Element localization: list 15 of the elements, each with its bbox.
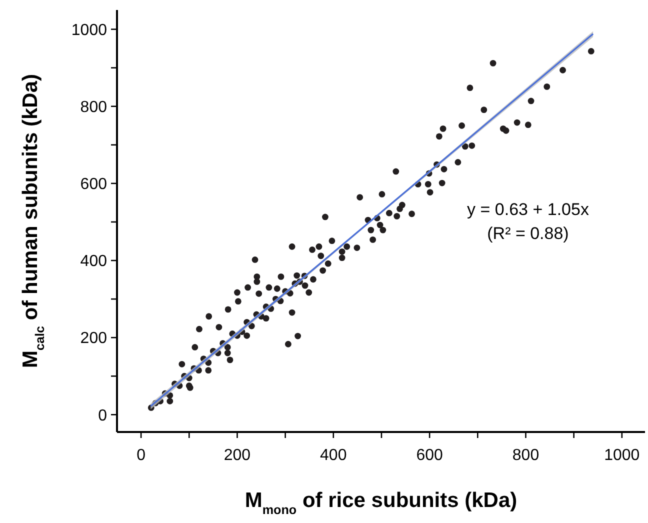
y-tick-label: 800 (80, 98, 108, 116)
annotation: y = 0.63 + 1.05x (467, 200, 590, 219)
x-tick-label: 800 (512, 447, 540, 464)
y-tick-label: 0 (98, 407, 108, 424)
y-tick-label: 400 (80, 253, 108, 270)
annotation: (R² = 0.88) (487, 224, 569, 243)
x-tick-label: 1000 (604, 447, 640, 464)
x-tick-label: 400 (320, 447, 347, 464)
y-tick-label: 200 (80, 330, 108, 348)
x-tick-label: 0 (136, 447, 146, 464)
x-tick-label: 600 (416, 447, 444, 464)
x-axis-title: M$_{mono}$ of rice subunits (kDa) (244, 489, 518, 517)
x-tick-label: 200 (224, 447, 251, 464)
y-tick-label: 1000 (71, 22, 108, 39)
y-tick-label: 600 (80, 176, 108, 194)
